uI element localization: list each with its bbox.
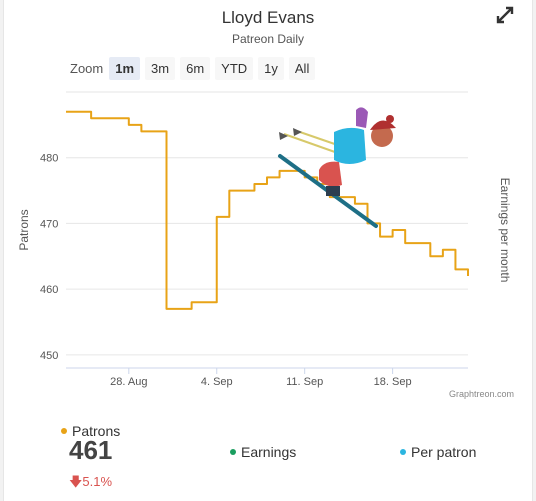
y-tick-label: 470 [40, 218, 58, 230]
zoom-1m-button[interactable]: 1m [109, 57, 141, 80]
x-tick-label: 18. Sep [374, 376, 412, 388]
patrons-dot-icon [61, 428, 67, 434]
x-tick-label: 28. Aug [110, 376, 147, 388]
x-tick-label: 11. Sep [286, 376, 323, 388]
chart-card: Lloyd Evans Patreon Daily Zoom 1m 3m 6m … [3, 0, 533, 501]
legend-patrons-label: Patrons [72, 423, 121, 439]
earnings-dot-icon [230, 449, 236, 455]
arrow-down-icon: 🡇 [69, 474, 83, 489]
patrons-change: 🡇5.1% [69, 473, 112, 495]
zoom-all-button[interactable]: All [288, 57, 316, 80]
legend: Patrons 461 🡇5.1% Earnings Per patron [4, 420, 532, 500]
zoom-ytd-button[interactable]: YTD [215, 57, 254, 80]
zoom-bar: Zoom 1m 3m 6m YTD 1y All [70, 57, 320, 80]
skier-illustration [278, 107, 396, 228]
zoom-6m-button[interactable]: 6m [180, 57, 211, 80]
zoom-label: Zoom [70, 61, 104, 76]
zoom-3m-button[interactable]: 3m [145, 57, 176, 80]
y-tick-label: 480 [40, 153, 58, 165]
patrons-change-value: 5.1% [82, 474, 113, 489]
legend-per-patron-label: Per patron [411, 444, 477, 460]
x-tick-label: 4. Sep [201, 376, 233, 388]
series-line-patrons[interactable] [66, 110, 469, 310]
legend-item-earnings[interactable]: Earnings [230, 444, 296, 460]
chart-credit: Graphtreon.com [448, 389, 514, 399]
per-patron-dot-icon [400, 449, 406, 455]
expand-icon[interactable] [496, 6, 514, 24]
legend-item-per-patron[interactable]: Per patron [400, 444, 476, 460]
legend-earnings-label: Earnings [241, 444, 297, 460]
zoom-1y-button[interactable]: 1y [258, 57, 284, 80]
chart-subtitle: Patreon Daily [231, 32, 305, 46]
patrons-count: 461 [69, 435, 113, 465]
chart-title: Lloyd Evans [221, 8, 315, 27]
y-tick-label: 450 [40, 350, 58, 362]
patrons-chart: 450 460 470 480 28. Aug 4. Sep 11. Sep 18. Sep… [17, 91, 512, 388]
y-axis-title: Patrons [17, 209, 31, 250]
y2-axis-title: Earnings per month [498, 178, 512, 283]
legend-item-patrons[interactable]: Patrons [61, 423, 120, 439]
y-tick-label: 460 [40, 284, 58, 296]
